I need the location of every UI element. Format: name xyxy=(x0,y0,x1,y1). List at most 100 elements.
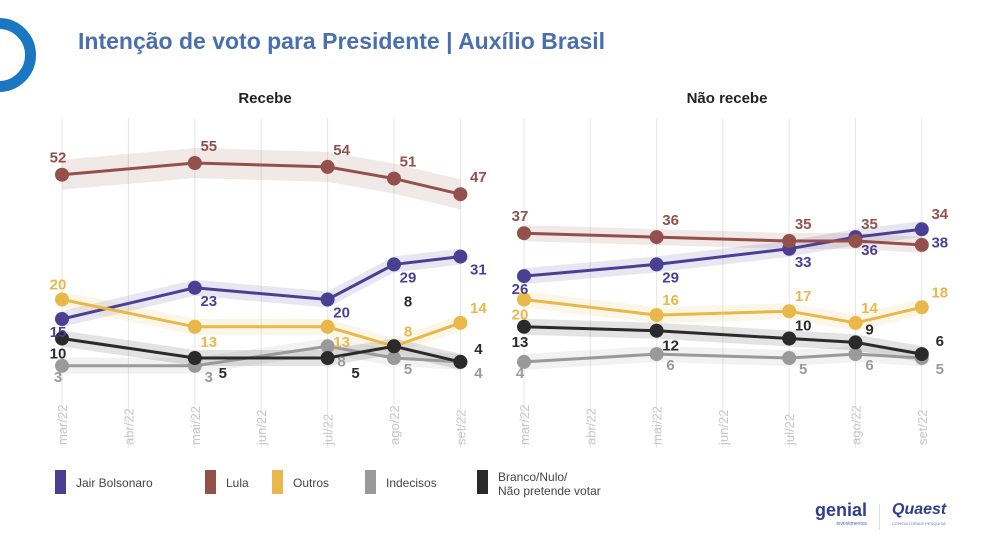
data-label: 6 xyxy=(865,357,873,374)
legend-swatch xyxy=(272,470,283,494)
data-point xyxy=(782,331,797,346)
x-tick-label: set/22 xyxy=(915,410,930,445)
data-label: 13 xyxy=(333,334,350,351)
data-point xyxy=(649,230,664,245)
panel-title: Não recebe xyxy=(687,90,768,107)
legend-swatch xyxy=(55,470,66,494)
data-label: 52 xyxy=(50,150,67,167)
data-point xyxy=(453,249,468,264)
legend-item-outros: Outros xyxy=(272,470,329,494)
data-point xyxy=(517,354,531,369)
data-label: 13 xyxy=(512,334,529,351)
data-point xyxy=(782,234,797,248)
data-label: 13 xyxy=(200,334,217,351)
data-point xyxy=(187,156,202,170)
data-label: 8 xyxy=(337,353,345,370)
data-point xyxy=(387,257,401,272)
footer-logos: genial investimentos Quaest CONSULTORIA E … xyxy=(815,500,947,531)
x-tick-label: mai/22 xyxy=(188,406,203,445)
data-label: 12 xyxy=(662,338,679,355)
data-label: 14 xyxy=(861,300,878,317)
data-point xyxy=(848,335,863,350)
x-tick-label: jul/22 xyxy=(782,414,797,446)
data-label: 38 xyxy=(931,234,948,251)
data-label: 16 xyxy=(662,292,679,309)
data-label: 20 xyxy=(50,277,67,294)
data-label: 10 xyxy=(795,318,812,335)
data-label: 18 xyxy=(931,284,948,301)
data-point xyxy=(187,280,202,295)
legend-label: Outros xyxy=(293,476,330,490)
data-label: 14 xyxy=(470,300,487,317)
data-label: 3 xyxy=(54,369,62,386)
data-point xyxy=(387,171,401,186)
data-point xyxy=(848,234,863,248)
data-label: 4 xyxy=(474,341,483,358)
data-point xyxy=(55,312,69,326)
data-label: 35 xyxy=(795,216,812,233)
legend-item-indecisos: Indecisos xyxy=(365,470,437,494)
data-label: 34 xyxy=(931,206,948,223)
data-point xyxy=(320,292,335,307)
data-label: 35 xyxy=(861,216,878,233)
data-point xyxy=(649,308,664,323)
data-point xyxy=(55,167,69,182)
legend-label: Lula xyxy=(226,476,249,490)
data-label: 23 xyxy=(200,293,217,310)
data-point xyxy=(517,292,531,307)
confidence-band xyxy=(62,330,461,370)
data-label: 5 xyxy=(219,365,227,382)
confidence-band xyxy=(62,291,461,355)
data-point xyxy=(914,300,929,315)
data-label: 20 xyxy=(512,307,529,324)
data-point xyxy=(187,351,202,365)
data-point xyxy=(914,237,929,252)
data-label: 36 xyxy=(662,212,679,229)
data-point xyxy=(453,354,468,369)
data-label: 47 xyxy=(470,169,487,186)
data-label: 55 xyxy=(200,138,217,155)
data-label: 37 xyxy=(512,208,529,225)
data-label: 8 xyxy=(404,293,412,310)
data-label: 4 xyxy=(474,365,483,382)
legend-item-lula: Lula xyxy=(205,470,249,494)
data-label: 4 xyxy=(516,365,525,382)
genial-logo: genial investimentos xyxy=(815,500,868,527)
x-tick-label: ago/22 xyxy=(387,405,402,445)
data-point xyxy=(387,339,401,354)
data-point xyxy=(55,358,69,373)
data-point xyxy=(320,159,335,174)
quaest-logo: Quaest CONSULTORIA E PESQUISA xyxy=(892,501,947,527)
legend-item-bolsonaro: Jair Bolsonaro xyxy=(55,470,153,494)
data-point xyxy=(55,292,69,307)
legend-item-branco: Branco/Nulo/ Não pretende votar xyxy=(477,470,601,498)
data-point xyxy=(187,319,202,334)
data-point xyxy=(453,187,468,202)
brand-logo-circle xyxy=(0,18,36,92)
data-label: 26 xyxy=(512,281,529,298)
data-label: 15 xyxy=(50,324,67,341)
data-point xyxy=(649,323,664,338)
panel-title: Recebe xyxy=(238,90,291,107)
data-label: 9 xyxy=(865,321,873,338)
data-point xyxy=(782,351,797,365)
data-point xyxy=(320,319,335,334)
data-point xyxy=(649,347,664,362)
legend-label: Branco/Nulo/ Não pretende votar xyxy=(498,470,601,498)
x-tick-label: jun/22 xyxy=(716,410,731,446)
legend-label: Jair Bolsonaro xyxy=(76,476,153,490)
x-tick-label: mar/22 xyxy=(55,405,70,445)
data-label: 54 xyxy=(333,142,350,159)
x-tick-label: ago/22 xyxy=(849,405,864,445)
data-label: 20 xyxy=(333,305,350,322)
data-point xyxy=(914,347,929,362)
data-point xyxy=(517,319,531,334)
data-point xyxy=(848,315,863,330)
confidence-band xyxy=(524,291,922,331)
data-point xyxy=(649,257,664,272)
x-tick-label: abr/22 xyxy=(583,408,598,445)
data-label: 29 xyxy=(662,269,679,286)
x-tick-label: abr/22 xyxy=(121,408,136,445)
data-point xyxy=(320,339,335,354)
